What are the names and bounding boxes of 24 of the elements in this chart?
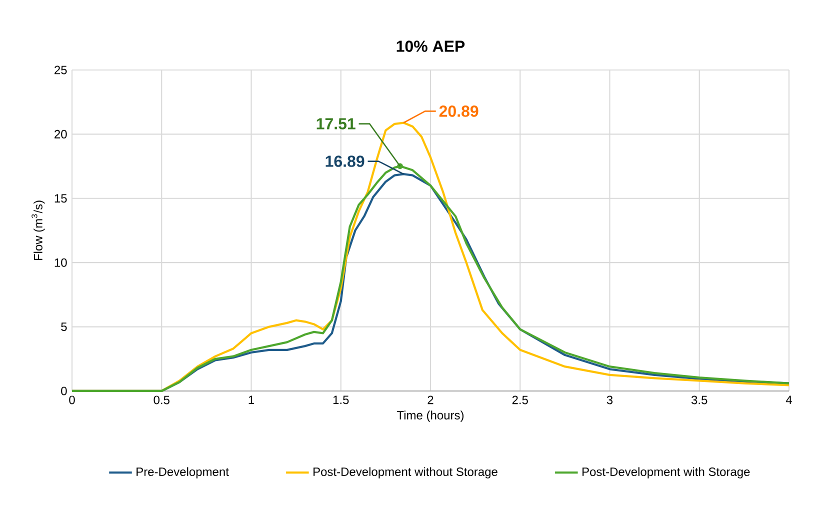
x-tick-label: 4 — [786, 396, 792, 404]
x-tick-label: 2 — [428, 396, 434, 404]
legend-label: Pre-Development — [136, 467, 229, 478]
y-axis-title: Flow (m$^{3}$/s) — [32, 200, 45, 260]
x-tick-label: 0.5 — [154, 396, 170, 404]
x-tick-label: 3 — [606, 396, 613, 404]
chart-title: 10% AEP — [396, 40, 465, 52]
legend-label: Post-Development without Storage — [314, 467, 498, 478]
y-tick-label: 10 — [54, 258, 67, 267]
x-axis-title: Time (hours) — [396, 410, 464, 422]
x-tick-label: 1.5 — [333, 396, 349, 404]
y-tick-label: 20 — [54, 130, 67, 138]
data-label: 17.51 — [316, 118, 356, 130]
data-label: 16.89 — [326, 156, 364, 167]
x-tick-label: 0 — [69, 396, 75, 404]
x-tick-label: 2.5 — [512, 396, 528, 404]
y-tick-label: 25 — [54, 66, 67, 74]
x-tick-label: 1 — [248, 396, 254, 404]
y-tick-label: 5 — [61, 322, 67, 331]
data-label: 20.89 — [439, 106, 478, 117]
y-tick-label: 0 — [61, 386, 67, 396]
y-tick-label: 15 — [54, 194, 67, 203]
x-tick-label: 3.5 — [691, 396, 708, 404]
legend-label: Post-Development with Storage — [582, 467, 750, 478]
